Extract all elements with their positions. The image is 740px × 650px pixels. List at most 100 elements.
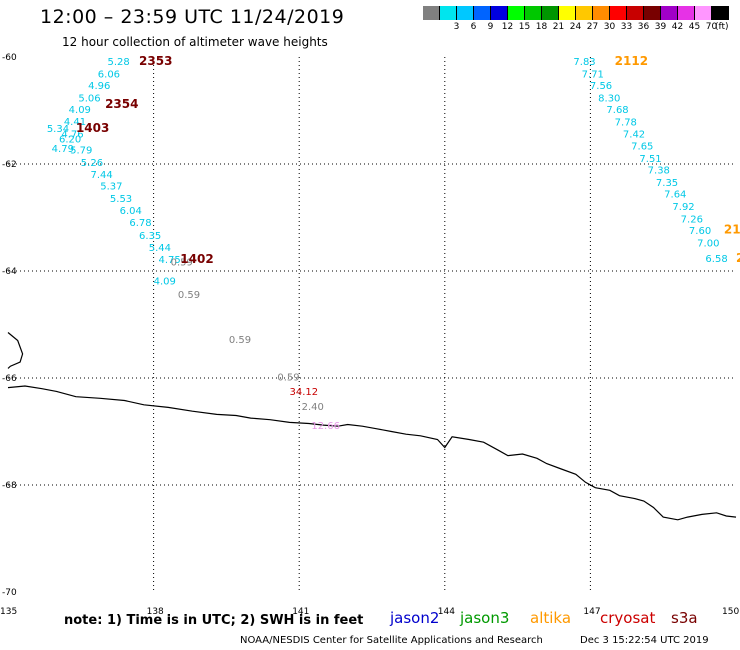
swh-value: 5.06	[78, 93, 100, 104]
legend-swatch	[627, 6, 644, 20]
legend-label: 33	[620, 22, 633, 32]
satellite-name: altika	[530, 609, 572, 627]
swh-value-gray: 0.59	[277, 373, 299, 384]
credit-line: NOAA/NESDIS Center for Satellite Applica…	[240, 635, 543, 646]
legend-label: 6	[470, 22, 477, 32]
utc-time-label: 21	[736, 251, 740, 265]
swh-value: 4.76	[61, 129, 83, 140]
legend-swatch	[576, 6, 593, 20]
legend-label: 9	[487, 22, 494, 32]
observation-labels: 5.286.064.965.064.094.415.344.766.204.79…	[47, 54, 740, 432]
coastline-segment	[7, 332, 24, 369]
legend-label: 45	[688, 22, 701, 32]
swh-value: 7.71	[582, 69, 604, 80]
utc-time-label: 1403	[76, 121, 109, 135]
lat-tick-label: -70	[2, 588, 17, 598]
swh-value: 7.38	[648, 166, 670, 177]
swh-value: 4.75	[158, 255, 180, 266]
utc-time-label: 2353	[139, 54, 172, 68]
swh-value: 7.56	[590, 81, 612, 92]
swh-value: 7.65	[631, 142, 653, 153]
legend-swatch	[610, 6, 627, 20]
swh-value: 7.51	[639, 154, 661, 165]
legend-swatch	[712, 6, 729, 20]
legend-label: 70	[705, 22, 718, 32]
lon-tick-label: 144	[438, 607, 455, 617]
lat-tick-label: -68	[2, 481, 17, 491]
swh-value: 7.26	[681, 214, 703, 225]
satellite-name: cryosat	[600, 609, 656, 627]
footer-note: note: 1) Time is in UTC; 2) SWH is in fe…	[64, 613, 364, 628]
legend-label: 12	[501, 22, 514, 32]
swh-value: 4.96	[88, 81, 110, 92]
coastline-segment	[7, 385, 737, 521]
swh-value: 4.09	[154, 276, 176, 287]
swh-value-gray: 0.59	[178, 290, 200, 301]
legend-label: 42	[671, 22, 684, 32]
satellite-name: jason3	[460, 609, 510, 627]
legend-swatch	[474, 6, 491, 20]
utc-time-label: 2354	[105, 97, 138, 111]
swh-value: 5.44	[149, 243, 171, 254]
legend-label: 15	[518, 22, 531, 32]
legend-swatch	[678, 6, 695, 20]
legend-swatch	[440, 6, 457, 20]
legend-label: 24	[569, 22, 582, 32]
lat-tick-label: -66	[2, 374, 17, 384]
swh-value: 6.20	[59, 135, 81, 146]
legend-swatch	[644, 6, 661, 20]
legend-label: 21	[552, 22, 565, 32]
swh-value: 7.00	[697, 238, 719, 249]
legend-swatch	[593, 6, 610, 20]
swh-value: 7.35	[656, 178, 678, 189]
swh-value: 5.26	[81, 158, 103, 169]
lon-tick-label: 135	[0, 607, 17, 617]
swh-value: 4.41	[64, 117, 86, 128]
legend-swatch	[542, 6, 559, 20]
swh-value-gray: 0.59	[171, 258, 193, 269]
swh-value: 5.34	[47, 124, 69, 135]
satellite-name: jason2	[390, 609, 440, 627]
swh-value-gray: 0.59	[229, 335, 251, 346]
coastline	[7, 332, 737, 521]
legend-swatch	[457, 6, 474, 20]
swh-value: 6.35	[139, 231, 161, 242]
swh-value: 7.68	[606, 105, 628, 116]
legend-swatch	[695, 6, 712, 20]
legend-swatch	[661, 6, 678, 20]
swh-value: 7.83	[573, 57, 595, 68]
lon-tick-label: 147	[583, 607, 600, 617]
lon-tick-label: 141	[292, 607, 309, 617]
swh-value-pink: 12.66	[311, 421, 340, 432]
swh-value: 5.37	[100, 182, 122, 193]
lat-lon-grid	[8, 57, 736, 592]
swh-value: 7.92	[672, 202, 694, 213]
lat-tick-label: -64	[2, 267, 17, 277]
lon-tick-label: 150	[722, 607, 739, 617]
legend-swatch	[559, 6, 576, 20]
lat-tick-label: -62	[2, 160, 17, 170]
swh-value: 6.78	[129, 218, 151, 229]
swh-value: 5.53	[110, 194, 132, 205]
swh-value: 5.79	[70, 145, 92, 156]
swh-value: 4.09	[69, 105, 91, 116]
swh-value: 7.60	[689, 226, 711, 237]
satellite-name: s3a	[671, 609, 698, 627]
swh-value-red: 34.12	[289, 387, 318, 398]
legend-swatch	[423, 6, 440, 20]
utc-time-label: 1402	[180, 252, 213, 266]
swh-value: 7.78	[615, 117, 637, 128]
legend-swatch	[508, 6, 525, 20]
axis-labels: -60 -62 -64 -66 -68 -70 135 138 141 144 147 150	[0, 53, 739, 617]
legend-swatch	[525, 6, 542, 20]
swh-value: 6.58	[705, 254, 727, 265]
swh-value: 7.64	[664, 190, 686, 201]
swh-value: 8.30	[598, 93, 620, 104]
legend-label: 30	[603, 22, 616, 32]
map-title: 12:00 – 23:59 UTC 11/24/2019	[40, 6, 345, 28]
legend-label: 3	[453, 22, 460, 32]
lat-tick-label: -60	[2, 53, 17, 63]
map-subtitle: 12 hour collection of altimeter wave hei…	[62, 35, 328, 49]
